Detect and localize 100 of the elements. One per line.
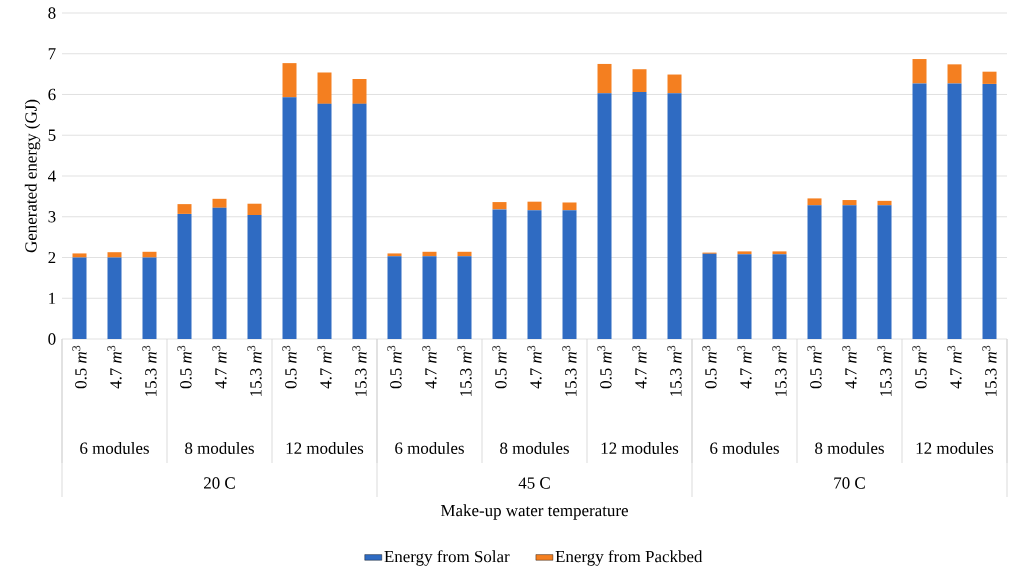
y-tick-label: 1 bbox=[49, 292, 56, 304]
text: 12 modules bbox=[601, 442, 679, 454]
y-tick-label: 7 bbox=[48, 48, 56, 60]
bar bbox=[247, 203, 262, 216]
bar bbox=[247, 215, 262, 339]
text: 8 modules bbox=[815, 442, 884, 454]
x-tick-label: 15.3 m$^{3}$ bbox=[877, 345, 892, 396]
bar bbox=[422, 256, 437, 339]
x-tick-label: 15.3 m$^{3}$ bbox=[667, 345, 682, 396]
bar bbox=[72, 253, 87, 258]
bar bbox=[947, 83, 962, 339]
x-tick-label: 0.5 m$^{3}$ bbox=[912, 345, 927, 389]
x-tick-label: 4.7 m$^{3}$ bbox=[842, 345, 857, 389]
bar bbox=[142, 251, 157, 258]
bar bbox=[387, 256, 402, 339]
y-tick-label: 3 bbox=[48, 211, 56, 223]
bar bbox=[387, 253, 402, 257]
bar bbox=[352, 79, 367, 104]
bar bbox=[842, 200, 857, 206]
x-tick-label: 15.3 m$^{3}$ bbox=[982, 345, 997, 396]
text: 12 modules bbox=[286, 442, 364, 454]
bar bbox=[562, 210, 577, 339]
x-tick-label: 15.3 m$^{3}$ bbox=[142, 345, 157, 396]
bar bbox=[212, 207, 227, 339]
bar bbox=[282, 97, 297, 339]
text: 6 modules bbox=[395, 442, 464, 454]
bar bbox=[842, 205, 857, 339]
y-tick-label: 4 bbox=[48, 170, 56, 182]
bar bbox=[527, 210, 542, 339]
bar bbox=[72, 257, 87, 339]
text: 45 C bbox=[518, 477, 550, 489]
x-tick-label: 0.5 m$^{3}$ bbox=[597, 345, 612, 389]
bar bbox=[597, 63, 612, 94]
bar bbox=[317, 103, 332, 339]
bar bbox=[562, 202, 577, 211]
x-tick-label: 4.7 m$^{3}$ bbox=[212, 345, 227, 389]
x-tick-label: 0.5 m$^{3}$ bbox=[807, 345, 822, 389]
x-tick-label: 0.5 m$^{3}$ bbox=[282, 345, 297, 389]
bar bbox=[107, 252, 122, 258]
x-tick-label: 15.3 m$^{3}$ bbox=[352, 345, 367, 396]
x-tick-label: 15.3 m$^{3}$ bbox=[772, 345, 787, 396]
text: 8 modules bbox=[500, 442, 569, 454]
bar bbox=[212, 198, 227, 208]
x-tick-label: 15.3 m$^{3}$ bbox=[247, 345, 262, 396]
bar bbox=[807, 205, 822, 339]
bar bbox=[282, 63, 297, 98]
bar bbox=[807, 198, 822, 206]
y-tick-label: 2 bbox=[48, 251, 56, 264]
bar bbox=[142, 257, 157, 339]
bar bbox=[912, 83, 927, 339]
bar bbox=[737, 254, 752, 339]
bar bbox=[667, 74, 682, 94]
bar bbox=[597, 93, 612, 339]
bar bbox=[492, 202, 507, 210]
x-tick-label: 4.7 m$^{3}$ bbox=[632, 345, 647, 389]
x-tick-label: 0.5 m$^{3}$ bbox=[492, 345, 507, 389]
bar bbox=[527, 201, 542, 211]
text: 6 modules bbox=[710, 442, 779, 454]
x-tick-label: 0.5 m$^{3}$ bbox=[702, 345, 717, 389]
legend-label: Energy from Packbed bbox=[555, 550, 703, 566]
x-tick-label: 0.5 m$^{3}$ bbox=[387, 345, 402, 389]
text: 6 modules bbox=[80, 442, 149, 454]
bar bbox=[982, 71, 997, 84]
x-tick-label: 0.5 m$^{3}$ bbox=[177, 345, 192, 389]
y-tick-label: 5 bbox=[48, 129, 56, 141]
bar bbox=[877, 205, 892, 339]
text: 70 C bbox=[834, 477, 865, 489]
x-tick-label: 4.7 m$^{3}$ bbox=[422, 345, 437, 389]
bar bbox=[352, 103, 367, 339]
y-tick-label: 6 bbox=[48, 88, 56, 101]
bar bbox=[982, 83, 997, 339]
bar bbox=[457, 256, 472, 339]
legend-label: Energy from Solar bbox=[384, 550, 510, 566]
text: 8 modules bbox=[185, 442, 254, 454]
text: 12 modules bbox=[916, 442, 994, 454]
x-tick-label: 15.3 m$^{3}$ bbox=[562, 345, 577, 396]
bar bbox=[702, 253, 717, 339]
x-tick-label: 0.5 m$^{3}$ bbox=[72, 345, 87, 389]
bar bbox=[492, 209, 507, 339]
y-tick-label: 0 bbox=[48, 333, 56, 345]
bar bbox=[772, 251, 787, 255]
bar bbox=[912, 59, 927, 84]
x-tick-label: 4.7 m$^{3}$ bbox=[107, 345, 122, 389]
bar bbox=[632, 69, 647, 93]
bar bbox=[107, 257, 122, 339]
bar bbox=[632, 92, 647, 339]
y-axis-title: Generated energy (GJ) bbox=[24, 99, 41, 253]
y-tick-label: 8 bbox=[48, 7, 56, 19]
x-tick-label: 4.7 m$^{3}$ bbox=[527, 345, 542, 389]
x-tick-label: 15.3 m$^{3}$ bbox=[457, 345, 472, 396]
x-tick-label: 4.7 m$^{3}$ bbox=[317, 345, 332, 389]
bar bbox=[177, 204, 192, 214]
text: Make-up water temperature bbox=[440, 504, 628, 520]
bar bbox=[737, 251, 752, 255]
x-tick-label: 4.7 m$^{3}$ bbox=[737, 345, 752, 389]
bar bbox=[667, 93, 682, 339]
bar bbox=[317, 72, 332, 104]
text: 20 C bbox=[204, 477, 235, 489]
x-tick-label: 4.7 m$^{3}$ bbox=[947, 345, 962, 389]
bar bbox=[947, 64, 962, 84]
